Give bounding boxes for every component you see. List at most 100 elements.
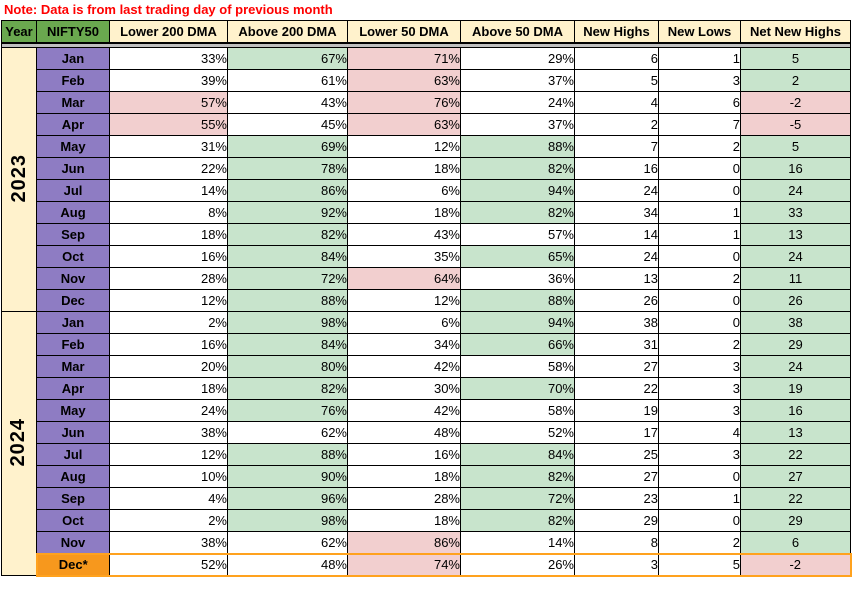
data-cell[interactable]: 88% (227, 289, 348, 312)
data-cell[interactable]: 82% (227, 223, 348, 246)
data-cell[interactable]: 2 (574, 113, 659, 136)
data-cell[interactable]: -5 (740, 113, 851, 136)
month-cell-dec-2024[interactable]: Dec* (35, 552, 110, 577)
data-cell[interactable]: 88% (460, 289, 575, 312)
data-cell[interactable]: 64% (347, 267, 461, 290)
month-cell-apr-2024[interactable]: Apr (36, 377, 110, 400)
data-cell[interactable]: 23 (574, 487, 659, 510)
data-cell[interactable]: 76% (227, 399, 348, 422)
data-cell[interactable]: 29 (740, 509, 851, 532)
data-cell[interactable]: 7 (574, 135, 659, 158)
month-cell-mar-2023[interactable]: Mar (36, 91, 110, 114)
data-cell[interactable]: 0 (658, 157, 741, 180)
data-cell[interactable]: 4 (574, 91, 659, 114)
data-cell[interactable]: 88% (227, 443, 348, 466)
data-cell[interactable]: 55% (109, 113, 228, 136)
data-cell[interactable]: 86% (347, 531, 461, 554)
data-cell[interactable]: 82% (460, 157, 575, 180)
data-cell[interactable]: 98% (227, 311, 348, 334)
data-cell[interactable]: 52% (109, 552, 228, 577)
data-cell[interactable]: 6% (347, 179, 461, 202)
data-cell[interactable]: 35% (347, 245, 461, 268)
data-cell[interactable]: 2% (109, 311, 228, 334)
data-cell[interactable]: 27 (740, 465, 851, 488)
data-cell[interactable]: 19 (740, 377, 851, 400)
data-cell[interactable]: 16 (740, 157, 851, 180)
month-cell-jun-2023[interactable]: Jun (36, 157, 110, 180)
data-cell[interactable]: 6 (740, 531, 851, 554)
data-cell[interactable]: 82% (460, 465, 575, 488)
data-cell[interactable]: 26 (740, 289, 851, 312)
data-cell[interactable]: 20% (109, 355, 228, 378)
data-cell[interactable]: 37% (460, 69, 575, 92)
data-cell[interactable]: 24 (740, 245, 851, 268)
data-cell[interactable]: 82% (460, 201, 575, 224)
month-cell-sep-2023[interactable]: Sep (36, 223, 110, 246)
data-cell[interactable]: 34 (574, 201, 659, 224)
data-cell[interactable]: 16% (109, 333, 228, 356)
data-cell[interactable]: 98% (227, 509, 348, 532)
data-cell[interactable]: 12% (109, 443, 228, 466)
data-cell[interactable]: 22 (574, 377, 659, 400)
data-cell[interactable]: 72% (460, 487, 575, 510)
data-cell[interactable]: -2 (740, 91, 851, 114)
data-cell[interactable]: 57% (109, 91, 228, 114)
month-cell-feb-2023[interactable]: Feb (36, 69, 110, 92)
data-cell[interactable]: 52% (460, 421, 575, 444)
data-cell[interactable]: 6 (658, 91, 741, 114)
data-cell[interactable]: 27 (574, 355, 659, 378)
month-cell-aug-2023[interactable]: Aug (36, 201, 110, 224)
data-cell[interactable]: 43% (227, 91, 348, 114)
data-cell[interactable]: 71% (347, 47, 461, 70)
col-header-above-200-dma[interactable]: Above 200 DMA (227, 20, 348, 44)
data-cell[interactable]: 34% (347, 333, 461, 356)
data-cell[interactable]: 66% (460, 333, 575, 356)
data-cell[interactable]: 26% (460, 552, 575, 577)
data-cell[interactable]: 42% (347, 355, 461, 378)
data-cell[interactable]: 19 (574, 399, 659, 422)
month-cell-jun-2024[interactable]: Jun (36, 421, 110, 444)
data-cell[interactable]: 28% (347, 487, 461, 510)
data-cell[interactable]: 65% (460, 245, 575, 268)
data-cell[interactable]: 0 (658, 179, 741, 202)
data-cell[interactable]: 38% (109, 421, 228, 444)
data-cell[interactable]: 31 (574, 333, 659, 356)
month-cell-dec-2023[interactable]: Dec (36, 289, 110, 312)
data-cell[interactable]: 16% (109, 245, 228, 268)
month-cell-may-2024[interactable]: May (36, 399, 110, 422)
data-cell[interactable]: 62% (227, 531, 348, 554)
data-cell[interactable]: 72% (227, 267, 348, 290)
data-cell[interactable]: 82% (460, 509, 575, 532)
data-cell[interactable]: 48% (227, 552, 348, 577)
data-cell[interactable]: 18% (347, 465, 461, 488)
data-cell[interactable]: 92% (227, 201, 348, 224)
month-cell-jul-2024[interactable]: Jul (36, 443, 110, 466)
data-cell[interactable]: 0 (658, 289, 741, 312)
data-cell[interactable]: 42% (347, 399, 461, 422)
data-cell[interactable]: 2 (740, 69, 851, 92)
data-cell[interactable]: 74% (347, 552, 461, 577)
data-cell[interactable]: 39% (109, 69, 228, 92)
data-cell[interactable]: 5 (574, 69, 659, 92)
data-cell[interactable]: 6% (347, 311, 461, 334)
data-cell[interactable]: 45% (227, 113, 348, 136)
month-cell-oct-2023[interactable]: Oct (36, 245, 110, 268)
col-header-lower-50-dma[interactable]: Lower 50 DMA (347, 20, 461, 44)
data-cell[interactable]: 5 (658, 552, 741, 577)
data-cell[interactable]: 96% (227, 487, 348, 510)
data-cell[interactable]: 84% (227, 245, 348, 268)
data-cell[interactable]: 4% (109, 487, 228, 510)
data-cell[interactable]: 48% (347, 421, 461, 444)
data-cell[interactable]: 8% (109, 201, 228, 224)
data-cell[interactable]: 38 (574, 311, 659, 334)
data-cell[interactable]: 18% (347, 201, 461, 224)
data-cell[interactable]: 82% (227, 377, 348, 400)
data-cell[interactable]: 3 (658, 69, 741, 92)
data-cell[interactable]: 1 (658, 201, 741, 224)
data-cell[interactable]: 90% (227, 465, 348, 488)
month-cell-apr-2023[interactable]: Apr (36, 113, 110, 136)
data-cell[interactable]: 3 (658, 443, 741, 466)
month-cell-nov-2023[interactable]: Nov (36, 267, 110, 290)
data-cell[interactable]: 3 (574, 552, 659, 577)
data-cell[interactable]: 63% (347, 69, 461, 92)
